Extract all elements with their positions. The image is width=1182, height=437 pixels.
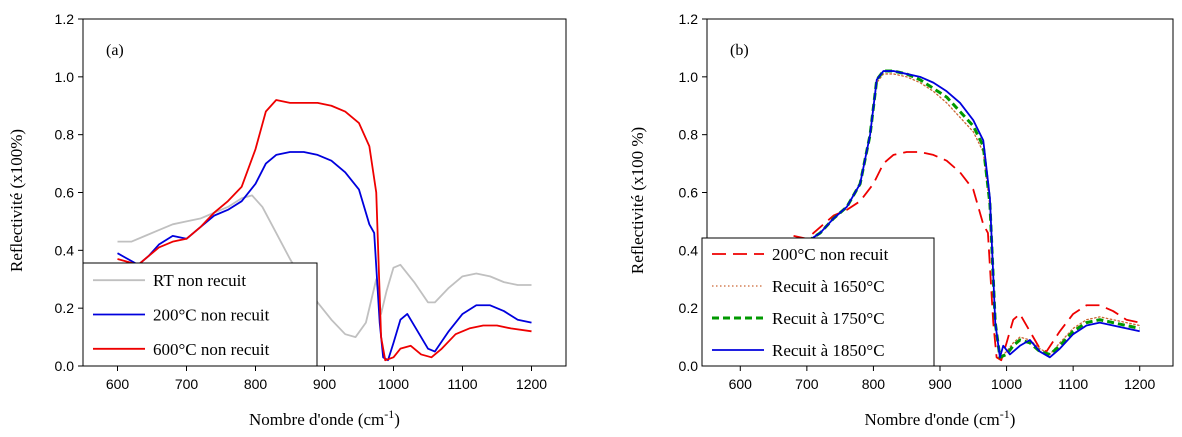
- y-tick-label: 0.6: [55, 185, 75, 201]
- x-axis-title: Nombre d'onde (cm-1): [865, 407, 1016, 429]
- legend-label-3: Recuit à 1850°C: [772, 341, 885, 360]
- series-line-3: [806, 70, 1140, 359]
- series-line-1: [806, 73, 1141, 358]
- legend: 200°C non recuit Recuit à 1650°C Recuit à …: [701, 237, 935, 367]
- y-axis-title: Reflectivité (x100%): [7, 129, 26, 272]
- y-tick-label: 0.8: [55, 127, 75, 143]
- x-axis-title-main: Nombre d'onde (cm: [865, 410, 1000, 429]
- x-tick-label: 1000: [378, 376, 409, 392]
- chart-panel-0: 0.0 0.2 0.4 0.6 0.8 1.0 1.2 600 700 800 900 1000 110…: [7, 11, 567, 429]
- y-tick-label: 0.2: [55, 300, 75, 316]
- x-tick-label: 800: [862, 376, 886, 392]
- x-tick-label: 1100: [447, 376, 477, 392]
- x-axis-title-sup: -1: [384, 407, 394, 421]
- legend-label-1: Recuit à 1650°C: [772, 277, 885, 296]
- legend-label-1: 200°C non recuit: [153, 306, 270, 325]
- x-tick-label: 800: [244, 376, 268, 392]
- y-tick-label: 0.0: [55, 358, 75, 374]
- series-group: [117, 99, 532, 362]
- x-tick-label: 1200: [516, 376, 547, 392]
- x-tick-label: 600: [729, 376, 753, 392]
- x-tick-label: 700: [175, 376, 199, 392]
- y-tick-label: 1.0: [55, 69, 75, 85]
- x-tick-label: 900: [928, 376, 952, 392]
- y-tick-label: 0.8: [679, 127, 699, 143]
- x-axis-title-main: Nombre d'onde (cm: [249, 410, 384, 429]
- series-line-0: [793, 151, 1140, 362]
- x-tick-label: 1100: [1058, 376, 1088, 392]
- y-tick-label: 0.0: [679, 358, 699, 374]
- series-line-0: [117, 194, 532, 338]
- legend-box: [701, 237, 935, 367]
- legend-label-0: RT non recuit: [153, 271, 246, 290]
- legend-label-2: 600°C non recuit: [153, 340, 270, 359]
- y-tick-label: 1.2: [55, 11, 75, 27]
- panel-label: (b): [730, 42, 749, 59]
- x-axis-title-sup: -1: [1000, 407, 1010, 421]
- x-axis-title: Nombre d'onde (cm-1): [249, 407, 400, 429]
- x-tick-label: 1200: [1124, 376, 1155, 392]
- legend: RT non recuit 200°C non recuit 600°C non r…: [82, 262, 318, 367]
- y-tick-label: 0.4: [55, 242, 75, 258]
- y-tick-label: 0.4: [679, 242, 699, 258]
- panel-label: (a): [106, 42, 124, 59]
- y-tick-label: 0.6: [679, 185, 699, 201]
- x-axis-title-end: ): [1010, 410, 1016, 429]
- y-tick-label: 1.0: [679, 69, 699, 85]
- chart-panel-1: 0.0 0.2 0.4 0.6 0.8 1.0 1.2 600 700 800 900 1000 110…: [628, 11, 1174, 429]
- legend-label-2: Recuit à 1750°C: [772, 309, 885, 328]
- x-axis-title-end: ): [394, 410, 400, 429]
- series-group: [793, 69, 1141, 362]
- x-tick-label: 1000: [991, 376, 1022, 392]
- y-axis-title: Reflectivité (x100 %): [628, 127, 647, 274]
- y-tick-label: 1.2: [679, 11, 699, 27]
- series-line-2: [117, 99, 532, 362]
- legend-label-0: 200°C non recuit: [772, 245, 889, 264]
- y-tick-label: 0.2: [679, 300, 699, 316]
- x-tick-label: 600: [106, 376, 130, 392]
- x-tick-label: 900: [313, 376, 337, 392]
- x-tick-label: 700: [795, 376, 819, 392]
